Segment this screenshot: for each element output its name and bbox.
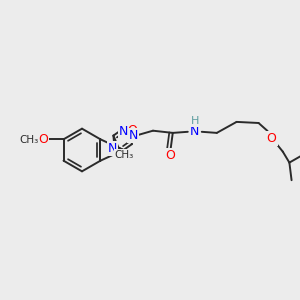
Text: N: N — [128, 130, 138, 142]
Text: O: O — [267, 133, 277, 146]
Text: N: N — [108, 142, 117, 155]
Text: H: H — [190, 116, 199, 126]
Text: CH₃: CH₃ — [115, 150, 134, 160]
Text: N: N — [190, 125, 200, 138]
Text: O: O — [38, 133, 48, 146]
Text: CH₃: CH₃ — [19, 135, 38, 145]
Text: N: N — [119, 125, 128, 138]
Text: O: O — [166, 149, 176, 162]
Text: O: O — [127, 124, 137, 136]
